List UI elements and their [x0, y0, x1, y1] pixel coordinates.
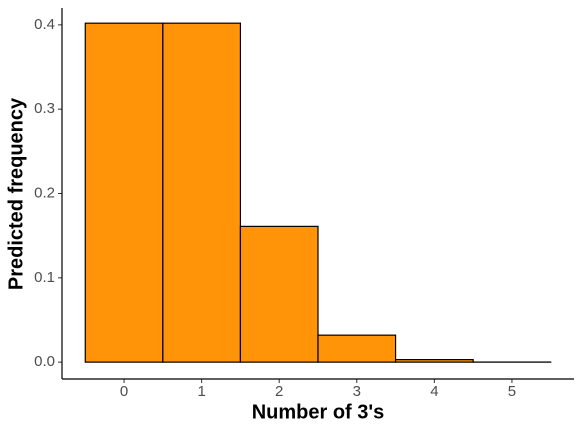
x-tick-label: 4: [430, 383, 438, 400]
y-tick-label: 0.2: [34, 184, 55, 201]
bar: [317, 334, 397, 363]
x-axis-title: Number of 3's: [252, 401, 385, 423]
y-tick-label: 0.3: [34, 100, 55, 117]
y-tick-label: 0.0: [34, 353, 55, 370]
x-tick-label: 5: [508, 383, 516, 400]
bar: [162, 22, 242, 363]
bar: [239, 225, 319, 363]
x-tick-label: 1: [197, 383, 205, 400]
y-axis-title: Predicted frequency: [5, 97, 27, 290]
bar: [84, 22, 164, 363]
x-tick-label: 0: [120, 383, 128, 400]
y-tick-label: 0.1: [34, 269, 55, 286]
y-tick-label: 0.4: [34, 16, 55, 33]
bar: [394, 359, 474, 363]
x-tick-label: 2: [275, 383, 283, 400]
x-tick-label: 3: [353, 383, 361, 400]
